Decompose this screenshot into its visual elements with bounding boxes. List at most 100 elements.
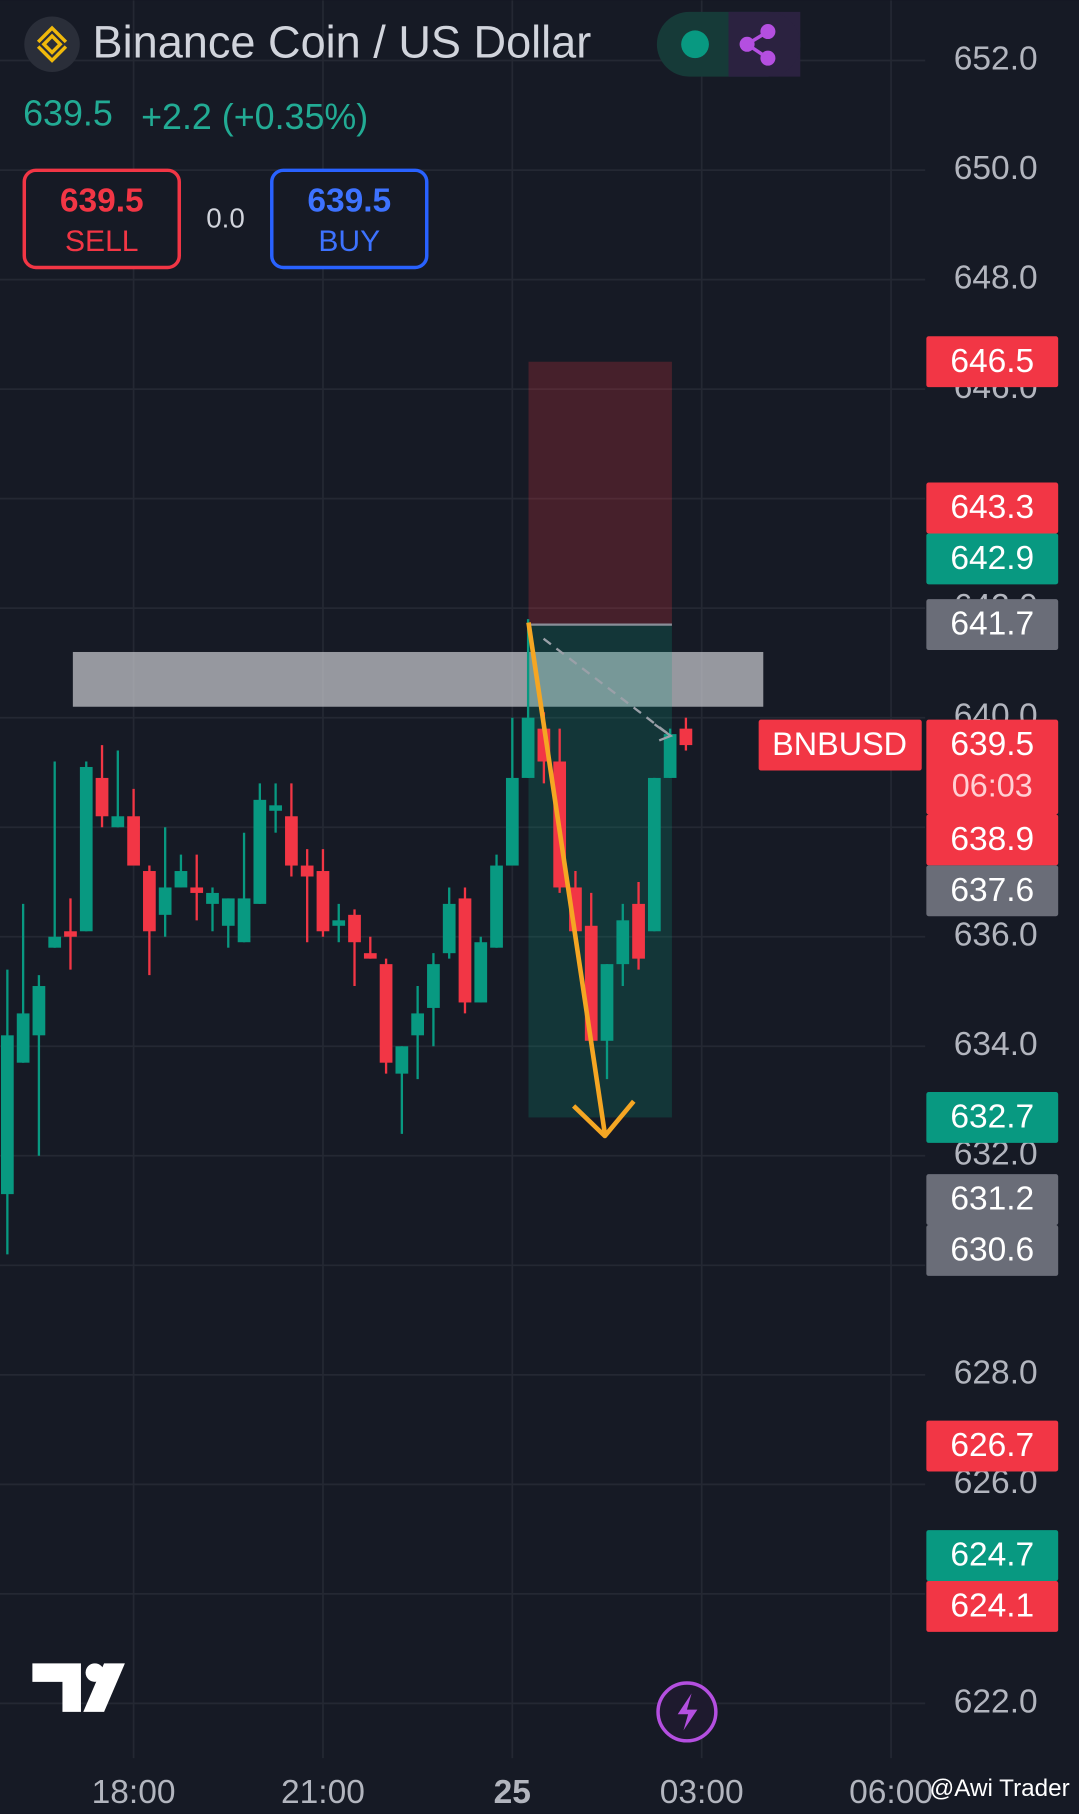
y-tick-label: 652.0 [954,40,1038,77]
trend-arrow [526,622,608,1135]
y-tick-label: 628.0 [954,1355,1038,1392]
candle-body [95,777,109,817]
candle-body [679,728,693,746]
candle-body [490,865,503,948]
dashed-arrow-head [653,723,674,742]
price-tag-label: 641.7 [950,606,1034,643]
buy-label: BUY [318,225,380,258]
price-tag [926,336,1059,388]
candle-body [300,865,314,877]
share-button[interactable] [728,11,801,77]
candle-body [505,777,519,866]
price-tag [926,1580,1059,1632]
candle-body [379,964,393,1063]
candle-body [174,871,188,888]
candle-body [647,777,661,932]
candle-body [332,920,346,926]
candles [0,619,693,1255]
candle-body [348,914,361,943]
status-dot [681,30,709,59]
y-tick-label: 650.0 [954,150,1038,187]
buy-button[interactable] [270,168,429,270]
price-tag [926,1530,1059,1581]
price-tags: 646.5 643.3 642.9 641.7 639.5 06:03 BNBUSD 638.… [758,336,1059,1632]
header: Binance Coin / US Dollar 639.5 +2.2 (+0.… [22,11,801,270]
price-tag-label: 631.2 [950,1181,1034,1218]
candle-body [16,1013,30,1063]
y-tick-label: 622.0 [954,1683,1038,1720]
dashed-arrow [542,637,672,737]
candle-body [127,816,140,866]
candle-body [237,898,251,943]
candle-body [221,898,235,926]
candle-body [363,953,377,959]
symbol-logo [24,16,80,73]
candle-body [395,1046,409,1074]
candle-body [253,799,267,904]
price-change: +2.2 (+0.35%) [141,97,368,137]
price-tag [926,1174,1059,1226]
candle-body [663,734,677,778]
sell-label: SELL [65,225,139,258]
candle-body [32,986,46,1036]
candle-body [0,1035,14,1195]
candle-body [269,805,282,811]
x-tick-label: 21:00 [281,1774,365,1811]
candle-body [521,717,535,778]
symbol-tag [758,719,922,771]
watermark: @Awi Trader [930,1775,1070,1802]
candle-body [458,898,472,1003]
price-tag-label: 642.9 [950,540,1034,577]
last-price: 639.5 [23,93,113,133]
candle-body [600,964,614,1041]
price-tag-label: 630.6 [950,1232,1034,1269]
price-tag-label: 643.3 [950,489,1034,526]
candle-body [64,931,77,937]
x-tick-label: 03:00 [660,1774,744,1811]
buy-price: 639.5 [307,183,391,220]
sell-price: 639.5 [60,183,144,220]
price-tag [926,719,1059,815]
price-tag [926,1420,1059,1472]
candle-body [316,871,330,932]
symbol-tag-label: BNBUSD [772,726,907,762]
candle-body [79,766,93,932]
y-tick-label: 634.0 [954,1026,1038,1063]
trend-arrow-head [572,1099,636,1139]
price-tag [926,814,1059,866]
candle-body [427,964,440,1008]
x-tick-label: 06:00 [849,1774,933,1811]
y-tick-label: 648.0 [954,259,1038,296]
candle-body [143,871,156,932]
price-tag [926,865,1059,917]
price-tag-label: 626.7 [950,1427,1034,1464]
candle-body [616,920,630,965]
price-tag-label: 624.7 [950,1537,1034,1574]
candle-body [206,892,219,904]
price-tag [926,1225,1059,1276]
symbol-logo-mark [36,25,68,63]
tv-logo [32,1663,125,1712]
price-tag-label: 632.7 [950,1098,1034,1135]
footer: @Awi Trader [32,1663,1070,1802]
price-tag-label: 638.9 [950,821,1034,858]
share-icon [739,24,776,66]
resistance-zone [72,651,764,707]
price-tag [926,482,1059,534]
spread: 0.0 [206,202,245,233]
countdown-label: 06:03 [952,767,1033,803]
x-tick-label: 25 [494,1774,531,1811]
candle-body [285,816,298,866]
sell-button[interactable] [22,168,181,270]
y-tick-label: 636.0 [954,917,1038,954]
lightning-icon [677,1693,698,1731]
price-tag-label: 637.6 [950,872,1034,909]
time-axis: 18:00 21:00 25 03:00 06:00 [92,1774,933,1811]
candle-body [111,816,125,828]
candle-body [190,887,204,893]
candle-body [158,887,172,915]
